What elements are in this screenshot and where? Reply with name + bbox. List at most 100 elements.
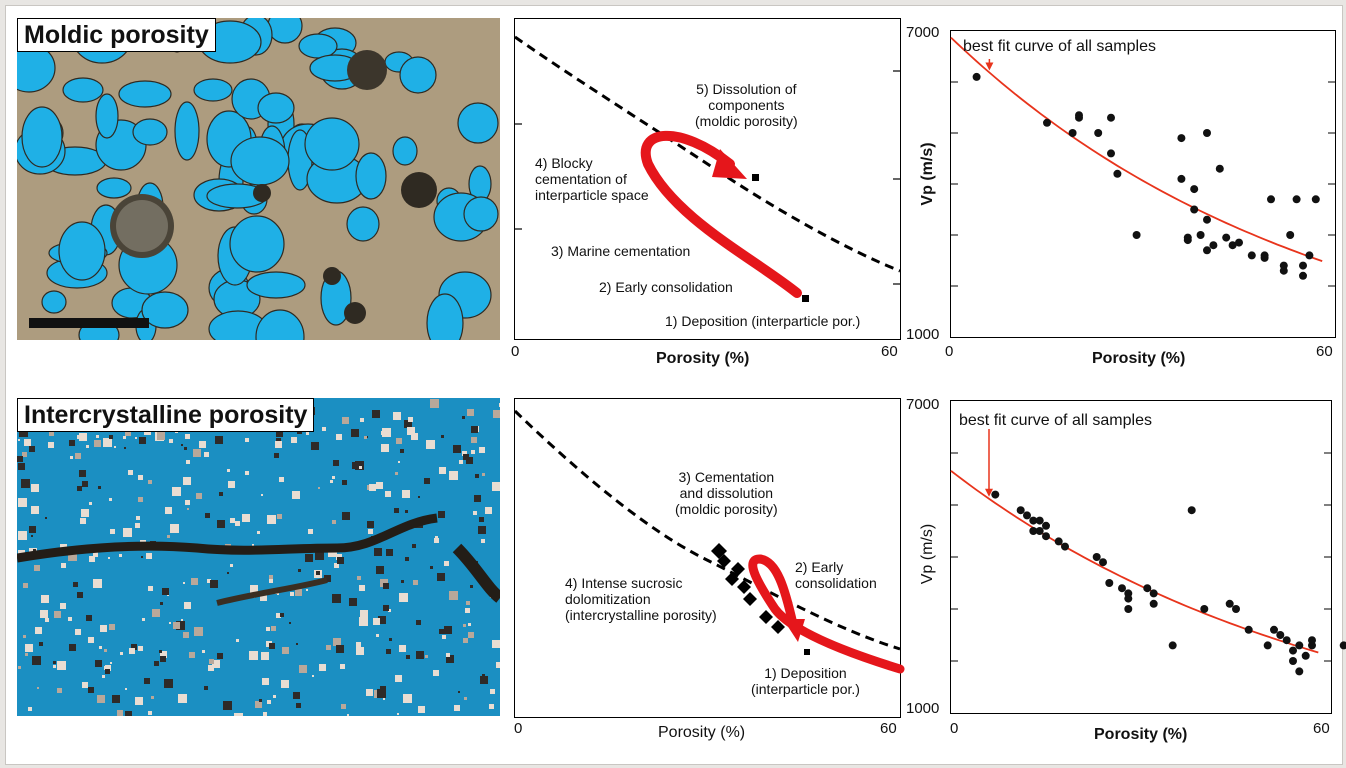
scatter-point [1075,111,1083,120]
dolomite-crystal [235,521,240,526]
dolomite-crystal [79,433,87,441]
dolomite-crystal [75,453,81,459]
dolomite-crystal [207,579,211,583]
moldic-pore [355,152,387,200]
scatter-point [1016,506,1025,515]
dolomite-crystal [295,589,302,596]
scatter-point [1124,605,1133,613]
dolomite-crystal [208,665,214,671]
dolomite-crystal [489,704,494,709]
moldic-pore [392,136,418,166]
dolomite-crystal [336,645,344,653]
dolomite-crystal [18,498,27,507]
dolomite-crystal [69,644,76,651]
dolomite-crystal [39,642,43,646]
dolomite-crystal [482,473,485,476]
dolomite-crystal [471,426,478,433]
moldic-pore [426,293,464,340]
dolomite-crystal [269,579,273,583]
dolomite-crystal [336,434,342,440]
scatter-point [1092,553,1101,561]
dolomite-crystal [466,601,470,605]
dolomite-crystal [418,706,425,713]
dolomite-crystal [148,480,152,484]
dolomite-crystal [395,472,398,475]
dolomite-crystal [433,670,439,676]
dolomite-crystal [376,634,379,637]
dolomite-crystal [95,660,102,667]
dolomite-crystal [492,640,500,648]
dolomite-crystal [437,573,445,581]
dolomite-crystal [102,675,105,678]
dolomite-crystal [296,703,301,708]
dolomite-crystal [164,679,173,688]
moldic-pore [463,196,499,232]
top-fit-annotation: best fit curve of all samples [963,38,1156,55]
dolomite-crystal [230,564,233,567]
dolomite-crystal [33,549,36,552]
dolomite-crystal [299,665,307,673]
dolomite-crystal [88,637,94,643]
dolomite-crystal [261,652,269,660]
dolomite-crystal [471,450,475,454]
scatter-point [1292,195,1301,204]
dolomite-crystal [53,661,56,664]
bottom-path-plot: 3) Cementation and dissolution (moldic por… [513,398,905,718]
dolomite-crystal [93,552,98,557]
dolomite-crystal [397,713,399,715]
dolomite-crystal [332,476,335,479]
dolomite-crystal [151,696,154,699]
dolomite-crystal [228,481,235,488]
dolomite-crystal [416,620,421,625]
scatter-point [1113,169,1122,178]
dolomite-crystal [276,430,283,437]
dolomite-crystal [41,595,49,603]
dolomite-crystal [473,511,477,515]
dolomite-crystal [454,705,460,711]
dolomite-crystal [227,572,229,574]
dolomite-crystal [53,665,56,668]
dolomite-crystal [19,428,28,437]
dolomite-crystal [170,524,179,533]
photo-label-intercrystalline: Intercrystalline porosity [17,398,315,432]
dolomite-crystal [209,659,214,664]
bottom-scatter-plot: best fit curve of all samples [950,400,1346,714]
dolomite-crystal [25,644,33,652]
scatter-point [1107,149,1115,158]
scatter-point [1295,641,1304,650]
dolomite-crystal [316,571,320,575]
dolomite-crystal [245,471,249,475]
dolomite-crystal [496,662,500,668]
top-scatter-y-max: 7000 [906,24,940,41]
dolomite-crystal [260,594,267,601]
dolomite-crystal [77,592,83,598]
dolomite-crystal [75,629,81,635]
dolomite-crystal [439,629,444,634]
dolomite-crystal [462,416,465,419]
scatter-point [1029,516,1038,525]
dolomite-crystal [255,701,262,708]
dolomite-crystal [125,430,131,436]
dolomite-crystal [18,666,21,669]
photo-label-moldic: Moldic porosity [17,18,216,52]
top-scatter-x-max: 60 [1316,343,1333,360]
dolomite-crystal [112,695,120,703]
dolomite-crystal [99,646,102,649]
dolomite-crystal [291,437,297,443]
intercrystalline-thin-section-photo: Intercrystalline porosity [17,398,500,716]
moldic-pore [304,117,360,171]
dolomite-crystal [176,621,185,630]
dolomite-crystal [236,639,239,642]
dolomite-crystal [319,664,326,671]
dolomite-crystal [401,580,404,583]
dolomite-crystal [439,467,446,474]
bottom-path-x-min: 0 [514,720,523,737]
dolomite-crystal [442,635,446,639]
dolomite-crystal [167,535,170,538]
scatter-point [1225,599,1234,608]
dolomite-crystal [181,619,183,621]
dolomite-crystal [359,617,368,626]
dolomite-crystal [480,676,488,684]
dolomite-crystal [293,692,300,699]
dolomite-crystal [267,515,276,524]
